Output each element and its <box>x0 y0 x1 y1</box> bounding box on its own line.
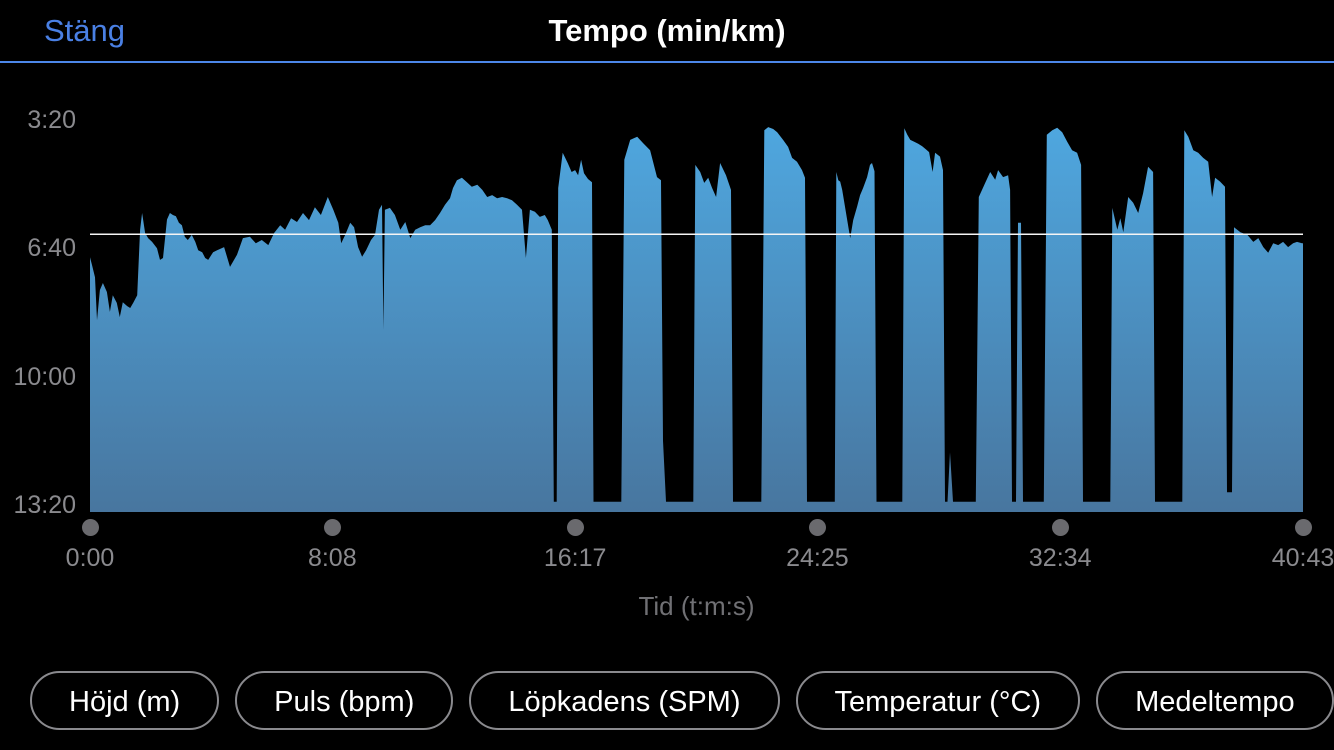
x-tick-dot[interactable] <box>808 518 826 536</box>
header: Stäng Tempo (min/km) <box>0 0 1334 63</box>
close-button[interactable]: Stäng <box>44 13 126 48</box>
x-tick-label: 32:34 <box>1028 544 1092 572</box>
x-tick-label: 16:17 <box>543 544 607 572</box>
metric-buttons-row: Höjd (m) Puls (bpm) Löpkadens (SPM) Temp… <box>0 671 1334 737</box>
metric-button-altitude[interactable]: Höjd (m) <box>30 671 220 730</box>
x-tick-label: 40:43 <box>1271 544 1334 572</box>
x-tick-dot[interactable] <box>1051 518 1069 536</box>
x-tick-dot[interactable] <box>1294 518 1312 536</box>
x-tick-label: 0:00 <box>65 544 115 572</box>
metric-button-temperature[interactable]: Temperatur (°C) <box>795 671 1081 730</box>
x-tick-label: 8:08 <box>307 544 357 572</box>
x-tick-dot[interactable] <box>566 518 584 536</box>
metric-button-avg-tempo[interactable]: Medeltempo <box>1096 671 1334 730</box>
metric-button-cadence[interactable]: Löpkadens (SPM) <box>469 671 780 730</box>
x-tick-dot[interactable] <box>323 518 341 536</box>
page-title: Tempo (min/km) <box>548 13 786 48</box>
x-tick-label: 24:25 <box>786 544 849 572</box>
metric-button-heart-rate[interactable]: Puls (bpm) <box>235 671 454 730</box>
pace-area-series <box>90 127 1303 512</box>
x-tick-dot[interactable] <box>81 518 99 536</box>
